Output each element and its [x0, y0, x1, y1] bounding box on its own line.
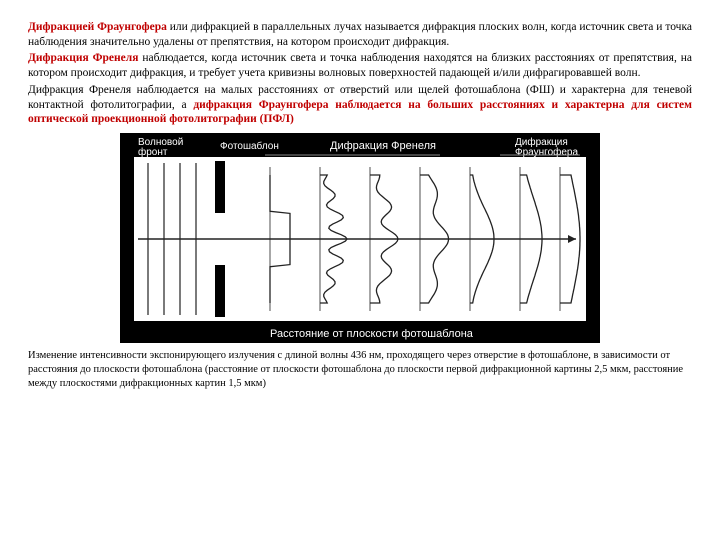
svg-text:Фраунгофера: Фраунгофера [515, 146, 578, 158]
term-fresnel: Дифракция Френеля [28, 52, 138, 64]
paragraph-application: Дифракция Френеля наблюдается на малых р… [28, 83, 692, 127]
figure-container: ВолновойфронтФотошаблонДифракция Френеля… [28, 133, 692, 343]
paragraph-fraunhofer: Дифракцией Фраунгофера или дифракцией в … [28, 20, 692, 49]
page: Дифракцией Фраунгофера или дифракцией в … [0, 0, 720, 410]
figure-caption: Изменение интенсивности экспонирующего и… [28, 349, 692, 392]
svg-text:фронт: фронт [138, 146, 168, 158]
term-fraunhofer: Дифракцией Фраунгофера [28, 21, 167, 33]
svg-text:Фотошаблон: Фотошаблон [220, 140, 279, 152]
svg-text:Дифракция Френеля: Дифракция Френеля [330, 140, 436, 152]
paragraph-fresnel: Дифракция Френеля наблюдается, когда ист… [28, 51, 692, 80]
diffraction-figure: ВолновойфронтФотошаблонДифракция Френеля… [120, 133, 600, 343]
svg-text:Расстояние от плоскости фотоша: Расстояние от плоскости фотошаблона [270, 328, 474, 340]
